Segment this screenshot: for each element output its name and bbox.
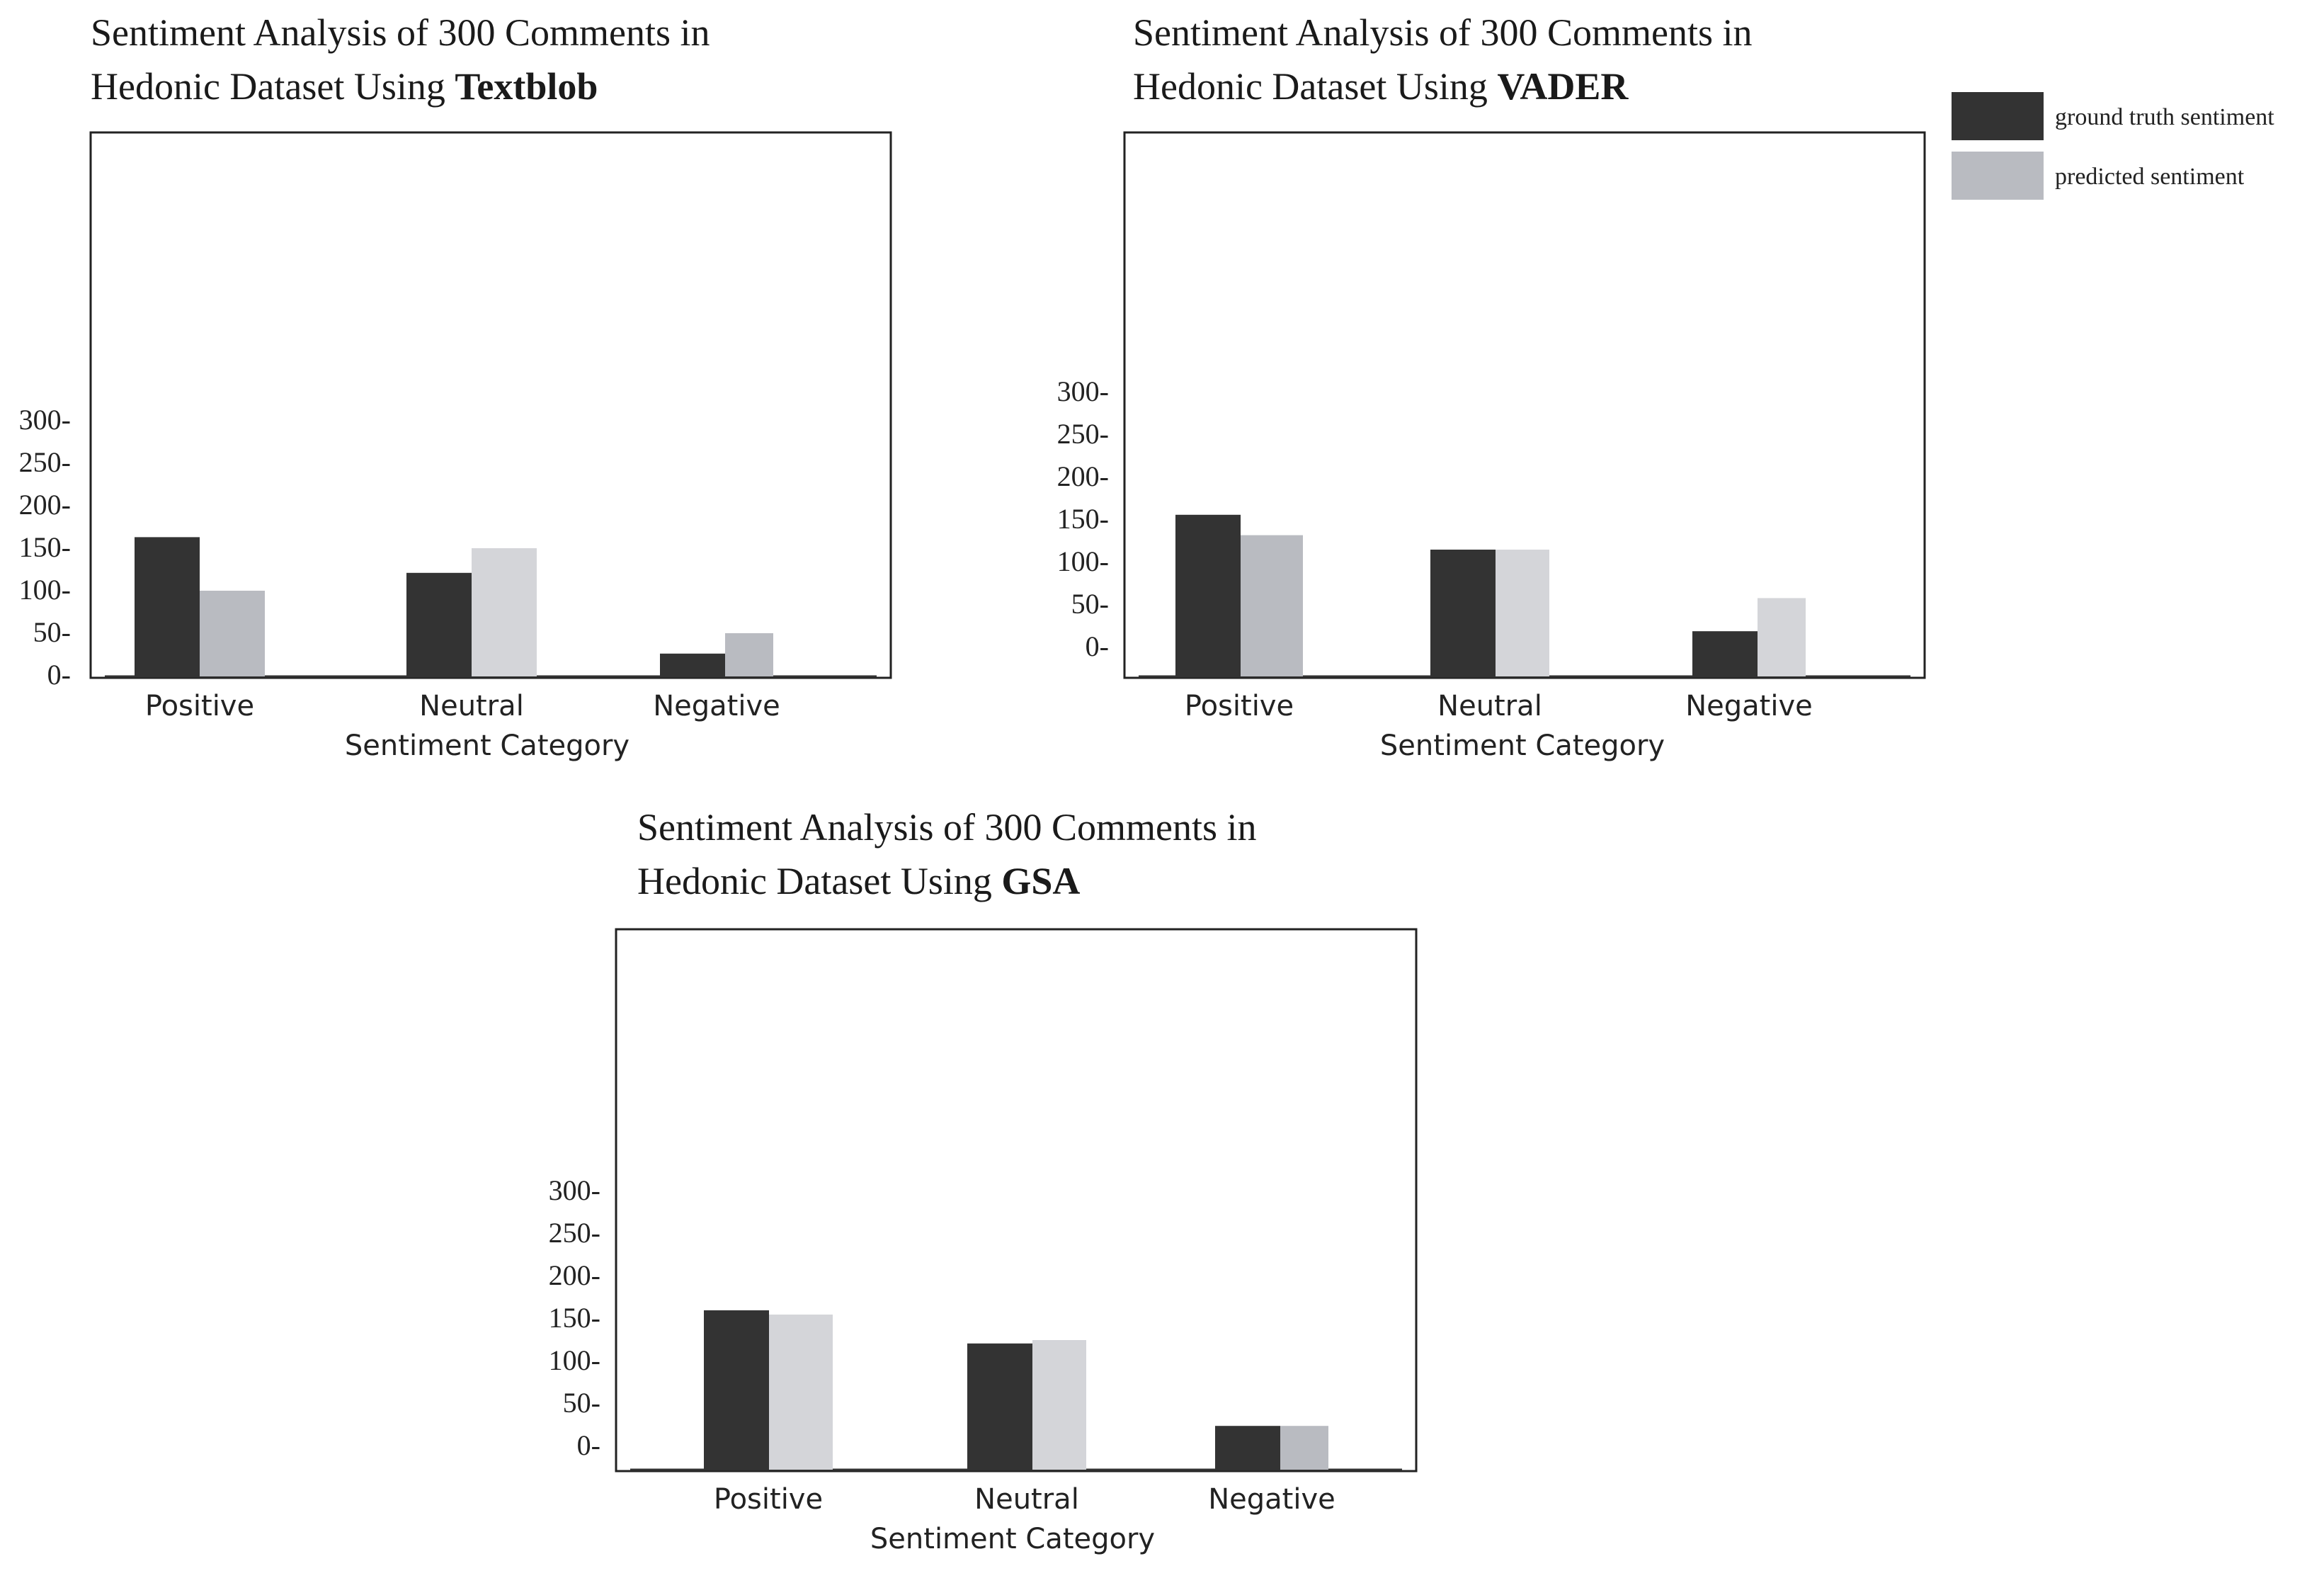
bar-ground-truth-negative (1692, 631, 1758, 676)
legend-swatch (1952, 92, 2044, 140)
x-category-label: Positive (714, 1483, 823, 1516)
chart-title-line2: Hedonic Dataset Using GSA (637, 860, 1080, 902)
y-tick-label: 100- (19, 574, 71, 606)
y-tick-label: 250- (19, 446, 71, 478)
chart-textblob: Sentiment Analysis of 300 Comments in Hed… (19, 11, 892, 762)
y-tick-label: 0- (577, 1429, 600, 1461)
x-axis-label: Sentiment Category (1380, 730, 1665, 762)
bar-ground-truth-neutral (406, 572, 472, 676)
y-tick-label: 250- (1057, 418, 1109, 450)
legend: ground truth sentiment predicted sentimen… (1952, 92, 2274, 200)
y-tick-label: 300- (19, 404, 71, 436)
y-tick-label: 150- (19, 531, 71, 563)
bar-ground-truth-negative (1215, 1426, 1280, 1470)
y-tick-label: 200- (1057, 460, 1109, 492)
bar-ground-truth-positive (135, 537, 200, 676)
x-axis-label: Sentiment Category (345, 730, 630, 762)
chart-title-method: VADER (1497, 65, 1629, 108)
x-category-label: Negative (1208, 1483, 1335, 1516)
x-category-label: Negative (1685, 690, 1813, 722)
chart-title-line1: Sentiment Analysis of 300 Comments in (1133, 11, 1753, 54)
y-tick-label: 50- (563, 1387, 600, 1419)
chart-title-method: Textblob (455, 65, 598, 108)
x-category-label: Negative (653, 690, 780, 722)
x-axis-label: Sentiment Category (870, 1523, 1155, 1555)
chart-title-prefix: Hedonic Dataset Using (91, 65, 455, 108)
bar-predicted-negative (1280, 1426, 1328, 1470)
y-tick-label: 200- (19, 489, 71, 521)
chart-title-line2: Hedonic Dataset Using VADER (1133, 65, 1629, 108)
y-tick-label: 0- (47, 659, 71, 691)
bar-predicted-positive (200, 591, 265, 676)
bar-predicted-neutral (472, 548, 537, 676)
chart-title-method: GSA (1001, 860, 1080, 902)
bar-ground-truth-positive (704, 1310, 769, 1470)
legend-swatch (1952, 152, 2044, 200)
legend-label: ground truth sentiment (2055, 104, 2274, 130)
chart-vader: Sentiment Analysis of 300 Comments in Hed… (1057, 11, 1926, 762)
plot-frame (1123, 131, 1926, 679)
x-category-label: Positive (145, 690, 254, 722)
x-category-label: Neutral (1437, 690, 1542, 722)
chart-title-prefix: Hedonic Dataset Using (637, 860, 1001, 902)
y-tick-label: 200- (549, 1259, 600, 1291)
chart-gsa: Sentiment Analysis of 300 Comments in Hed… (549, 806, 1418, 1555)
bar-predicted-negative (725, 633, 773, 676)
bar-predicted-neutral (1032, 1340, 1086, 1470)
bar-predicted-neutral (1496, 550, 1549, 676)
y-tick-label: 50- (1071, 588, 1109, 620)
y-tick-label: 100- (1057, 545, 1109, 577)
chart-title-line1: Sentiment Analysis of 300 Comments in (91, 11, 710, 54)
chart-title-line1: Sentiment Analysis of 300 Comments in (637, 806, 1257, 849)
plot-frame (615, 928, 1418, 1473)
x-category-label: Neutral (974, 1483, 1079, 1516)
y-tick-label: 0- (1086, 630, 1109, 662)
y-tick-label: 100- (549, 1344, 600, 1376)
y-tick-label: 300- (1057, 375, 1109, 407)
chart-title-line2: Hedonic Dataset Using Textblob (91, 65, 598, 108)
y-tick-label: 300- (549, 1174, 600, 1206)
x-category-label: Positive (1185, 690, 1294, 722)
bar-predicted-negative (1758, 598, 1806, 676)
bar-ground-truth-positive (1175, 514, 1241, 676)
plot-frame (89, 131, 892, 679)
y-tick-label: 50- (33, 616, 71, 648)
bar-predicted-positive (769, 1315, 833, 1470)
bar-ground-truth-negative (660, 653, 725, 676)
y-tick-label: 150- (1057, 503, 1109, 535)
chart-title-prefix: Hedonic Dataset Using (1133, 65, 1497, 108)
legend-label: predicted sentiment (2055, 164, 2245, 190)
y-tick-label: 150- (549, 1302, 600, 1334)
x-category-label: Neutral (419, 690, 524, 722)
y-tick-label: 250- (549, 1217, 600, 1249)
bar-ground-truth-neutral (967, 1343, 1032, 1470)
bar-predicted-positive (1241, 535, 1303, 676)
bar-ground-truth-neutral (1430, 550, 1496, 676)
